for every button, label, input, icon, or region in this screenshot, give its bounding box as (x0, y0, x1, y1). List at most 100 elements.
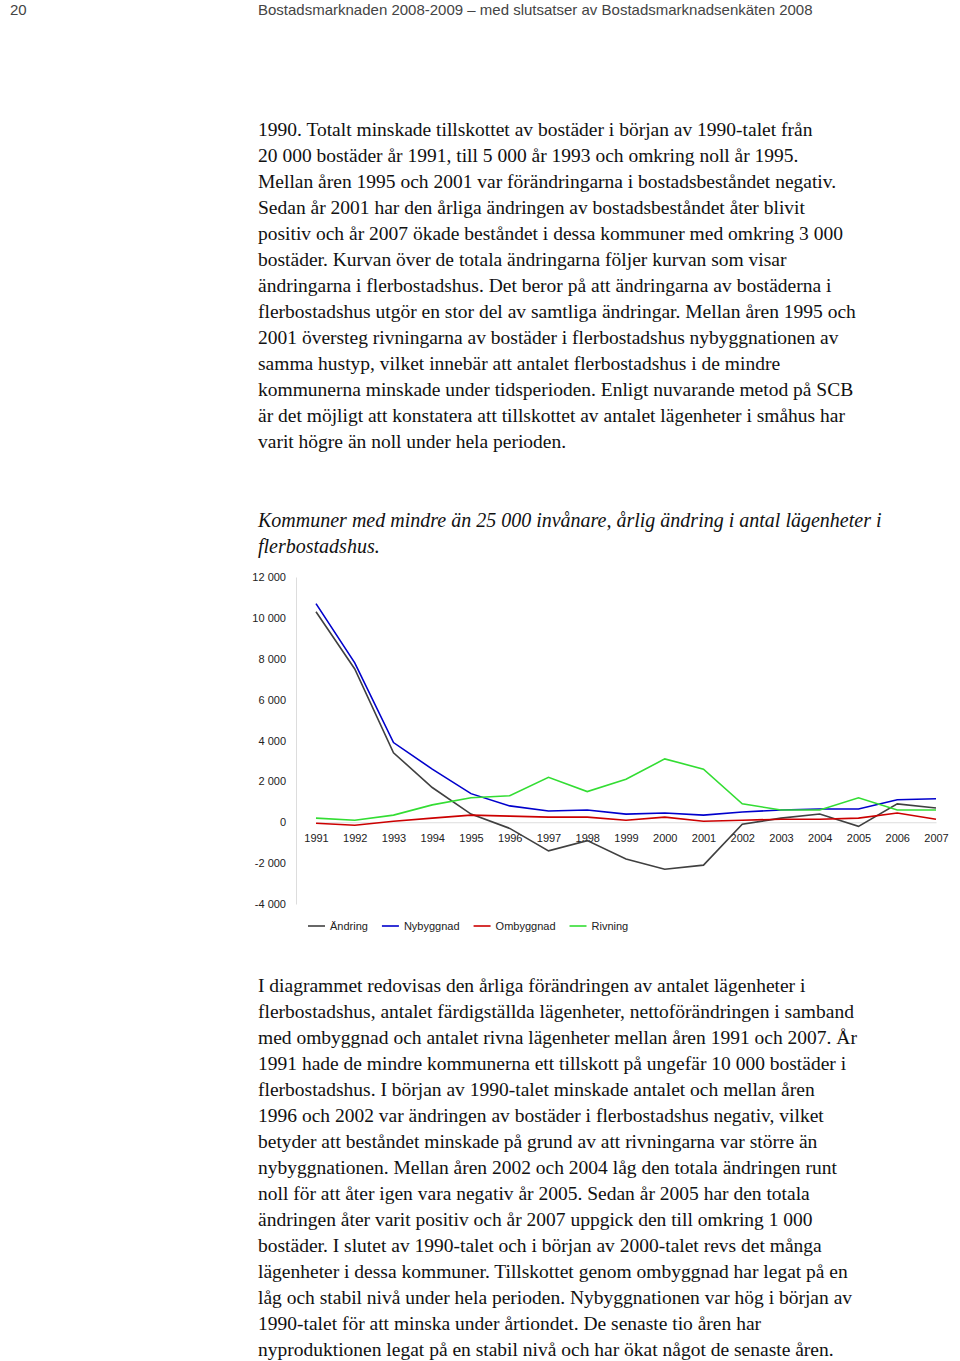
x-tick: 2004 (808, 822, 832, 844)
text-line: 20 000 bostäder år 1991, till 5 000 år 1… (258, 145, 799, 166)
x-tick: 1995 (459, 822, 483, 844)
page-number: 20 (10, 1, 27, 18)
text-line: Sedan år 2001 har den årliga ändringen a… (258, 197, 805, 218)
y-tick-label: 4 000 (258, 735, 286, 747)
x-tick-label: 1994 (421, 832, 445, 844)
chart-title: Kommuner med mindre än 25 000 invånare, … (257, 509, 881, 558)
x-tick: 2001 (692, 822, 716, 844)
series-line (316, 612, 936, 870)
series-line (316, 604, 936, 816)
y-tick-label: 2 000 (258, 775, 286, 787)
y-tick: 10 000 (252, 612, 296, 624)
x-tick: 2003 (769, 822, 793, 844)
series-line (316, 813, 936, 825)
legend-label: Rivning (592, 920, 629, 932)
text-line: kommunerna minskade under tidsperioden. … (258, 379, 853, 400)
x-tick-label: 2005 (847, 832, 871, 844)
legend-swatch (382, 925, 399, 927)
text-line: noll för att åter igen vara negativ år 2… (258, 1183, 810, 1204)
text-line: 1990-talet för att minska under årtionde… (258, 1313, 762, 1334)
text-line: 2001 översteg rivningarna av bostäder i … (258, 327, 839, 348)
legend: Ändring Nybyggnad Ombyggnad Rivning (308, 920, 628, 932)
page: 20 Bostadsmarknaden 2008-2009 – med sluts… (0, 0, 960, 1361)
x-tick: 1993 (382, 822, 406, 844)
legend-item: Ändring (308, 920, 368, 932)
y-tick: 8 000 (258, 653, 296, 665)
legend-item: Ombyggnad (474, 920, 556, 932)
text-line: ändringen åter varit positiv och år 2007… (258, 1209, 813, 1230)
x-tick: 1994 (421, 822, 445, 844)
legend-swatch (570, 925, 587, 927)
x-tick-label: 1991 (304, 832, 328, 844)
x-tick-label: 2003 (769, 832, 793, 844)
text-line: 1990. Totalt minskade tillskottet av bos… (258, 119, 813, 140)
x-tick: 1991 (304, 822, 328, 844)
y-tick-label: 0 (280, 816, 286, 828)
text-line: lägenheter i dessa kommuner. Tillskottet… (258, 1261, 848, 1282)
x-tick: 2007 (924, 822, 948, 844)
chart: -4 000 -2 000 0 2 000 4 000 6 000 8 000 10 000 1… (252, 571, 948, 932)
plot-area (316, 604, 936, 870)
page-header: 20 Bostadsmarknaden 2008-2009 – med sluts… (10, 1, 813, 18)
text-line: nyproduktionen legat på en stabil nivå o… (258, 1339, 834, 1360)
y-axis: -4 000 -2 000 0 2 000 4 000 6 000 8 000 10 000 1… (252, 571, 296, 910)
text-line: varit högre än noll under hela perioden. (258, 431, 566, 452)
y-tick: 12 000 (252, 571, 296, 583)
x-tick-label: 1999 (614, 832, 638, 844)
legend-item: Nybyggnad (382, 920, 460, 932)
y-tick-label: 6 000 (258, 694, 286, 706)
x-tick-label: 2004 (808, 832, 832, 844)
x-tick-label: 2007 (924, 832, 948, 844)
y-tick-label: -4 000 (255, 898, 286, 910)
x-axis: 1991199219931994199519961997199819992000… (304, 822, 948, 844)
x-tick: 1997 (537, 822, 561, 844)
series-line (316, 759, 936, 820)
text-line: bostäder. Kurvan över de totala ändringa… (258, 249, 787, 270)
x-tick-label: 1992 (343, 832, 367, 844)
text-line: nybyggnationen. Mellan åren 2002 och 200… (258, 1157, 837, 1178)
paragraph-after: I diagrammet redovisas den årliga föränd… (258, 975, 857, 1360)
legend-swatch (308, 925, 325, 927)
text-line: bostäder. I slutet av 1990-talet och i b… (258, 1235, 822, 1256)
y-tick-label: -2 000 (255, 857, 286, 869)
x-tick: 2006 (886, 822, 910, 844)
y-tick-label: 12 000 (252, 571, 286, 583)
text-line: låg och stabil nivå under hela perioden.… (258, 1287, 852, 1308)
x-tick: 2000 (653, 822, 677, 844)
legend-label: Ändring (330, 920, 368, 932)
x-tick-label: 1995 (459, 832, 483, 844)
x-tick: 1999 (614, 822, 638, 844)
legend-item: Rivning (570, 920, 629, 932)
y-tick-label: 8 000 (258, 653, 286, 665)
text-line: flerbostadshus utgör en stor del av samt… (258, 301, 856, 322)
y-tick: -2 000 (255, 857, 296, 869)
y-tick: -4 000 (255, 898, 296, 910)
text-line: är det möjligt att konstatera att tillsk… (258, 405, 845, 426)
x-tick-label: 2000 (653, 832, 677, 844)
text-line: flerbostadshus, antalet färdigställda lä… (258, 1001, 854, 1022)
legend-label: Ombyggnad (496, 920, 556, 932)
x-tick-label: 1993 (382, 832, 406, 844)
text-line: positiv och år 2007 ökade beståndet i de… (258, 223, 843, 244)
text-line: samma hustyp, vilket innebär att antalet… (258, 353, 780, 374)
x-tick-label: 2001 (692, 832, 716, 844)
text-line: ändringarna i flerbostadshus. Det beror … (258, 275, 832, 296)
text-line: flerbostadshus. I början av 1990-talet m… (258, 1079, 815, 1100)
x-tick-label: 1997 (537, 832, 561, 844)
text-line: med ombyggnad och antalet rivna lägenhet… (258, 1027, 857, 1048)
text-line: I diagrammet redovisas den årliga föränd… (258, 975, 806, 996)
x-tick-label: 2006 (886, 832, 910, 844)
y-tick: 6 000 (258, 694, 296, 706)
y-tick-label: 10 000 (252, 612, 286, 624)
running-title: Bostadsmarknaden 2008-2009 – med slutsat… (258, 1, 813, 18)
text-line: 1991 hade de mindre kommunerna ett tills… (258, 1053, 847, 1074)
y-tick: 4 000 (258, 735, 296, 747)
y-tick: 0 (280, 816, 296, 828)
y-tick: 2 000 (258, 775, 296, 787)
legend-label: Nybyggnad (404, 920, 460, 932)
text-line: betyder att beståndet minskade på grund … (258, 1131, 818, 1152)
text-line: Mellan åren 1995 och 2001 var förändring… (258, 171, 836, 192)
paragraph-before: 1990. Totalt minskade tillskottet av bos… (258, 119, 856, 452)
y-axis-line (296, 578, 297, 905)
legend-swatch (474, 925, 491, 927)
